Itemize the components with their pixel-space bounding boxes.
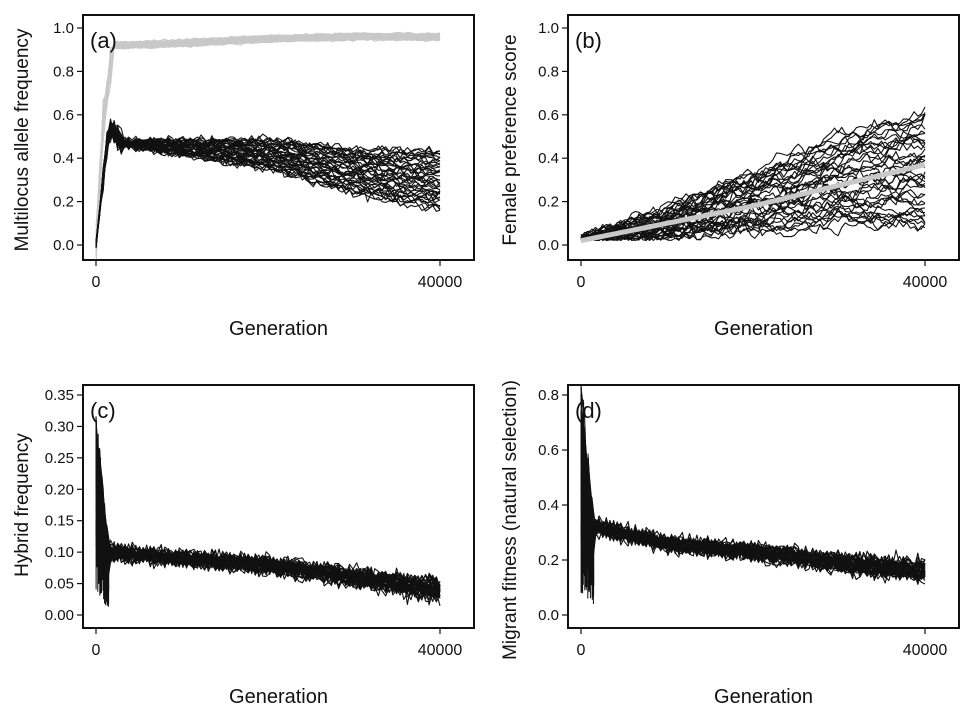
y-tick-label: 0.6 (538, 107, 559, 124)
series-line (95, 127, 441, 246)
y-tick-label: 0.4 (53, 150, 74, 167)
series-line (580, 500, 926, 570)
series-line (580, 385, 926, 570)
y-axis-label: Migrant fitness (natural selection) (500, 380, 521, 660)
series-line (95, 416, 441, 601)
plot-frame (82, 384, 475, 629)
series-line (95, 124, 441, 246)
y-tick-label: 0.8 (538, 387, 559, 404)
x-axis-label: Generation (229, 318, 328, 340)
plot-frame (82, 14, 475, 261)
series-line (95, 444, 441, 592)
y-tick-label: 0.15 (45, 513, 74, 530)
y-tick-label: 0.0 (538, 237, 559, 254)
panel-label: (d) (575, 398, 602, 423)
panel-label: (c) (90, 398, 116, 423)
y-tick-label: 0.2 (538, 194, 559, 211)
panel-label: (a) (90, 28, 117, 53)
series-line (95, 433, 441, 599)
x-tick-label: 40000 (418, 274, 463, 291)
series-line (580, 124, 926, 241)
series-line (95, 33, 441, 240)
y-tick-label: 0.0 (538, 607, 559, 624)
series-line (95, 37, 441, 237)
x-tick-label: 0 (92, 274, 101, 291)
y-tick-label: 0.25 (45, 450, 74, 467)
y-axis-label: Female preference score (500, 34, 521, 245)
y-tick-label: 0.30 (45, 418, 74, 435)
x-tick-label: 0 (577, 274, 586, 291)
series-line (580, 194, 926, 241)
y-tick-label: 0.35 (45, 387, 74, 404)
series-line (95, 37, 441, 236)
y-axis-label: Multilocus allele frequency (12, 28, 33, 251)
y-tick-label: 1.0 (53, 20, 74, 37)
x-tick-label: 0 (92, 642, 101, 659)
series-lines (580, 385, 926, 605)
y-tick-label: 0.8 (53, 63, 74, 80)
y-tick-label: 1.0 (538, 20, 559, 37)
series-line (95, 133, 441, 245)
y-tick-label: 0.4 (538, 497, 559, 514)
x-tick-label: 40000 (903, 642, 948, 659)
series-lines (580, 106, 926, 244)
series-line (580, 106, 926, 240)
x-axis-label: Generation (229, 686, 328, 705)
series-line (95, 445, 441, 597)
y-tick-label: 0.8 (538, 63, 559, 80)
series-line (95, 463, 441, 593)
series-line (580, 112, 926, 242)
y-tick-label: 0.00 (45, 607, 74, 624)
series-line (95, 32, 441, 238)
series-line (95, 37, 441, 237)
series-line (580, 211, 926, 242)
series-line (95, 32, 441, 254)
series-line (580, 162, 926, 244)
series-line (95, 32, 441, 238)
y-tick-label: 0.20 (45, 481, 74, 498)
panel-c: (c) 0.00 0.05 0.10 0.15 0.20 0.25 0.30 0.35 0 4000… (12, 384, 475, 705)
plot-frame (567, 14, 960, 261)
x-axis-label: Generation (714, 686, 813, 705)
panel-d: (d) 0.0 0.2 0.4 0.6 0.8 0 40000 Generation Migran… (500, 380, 960, 705)
y-tick-label: 0.05 (45, 576, 74, 593)
series-line (95, 124, 441, 246)
series-line (580, 409, 926, 571)
y-tick-label: 0.4 (538, 150, 559, 167)
x-tick-label: 0 (577, 642, 586, 659)
series-line (580, 142, 926, 240)
series-line (580, 463, 926, 569)
series-lines (95, 416, 441, 607)
x-axis-label: Generation (714, 318, 813, 340)
y-tick-label: 0.0 (53, 237, 74, 254)
series-lines (95, 31, 441, 260)
series-line (580, 393, 595, 605)
plot-frame (567, 384, 960, 629)
y-tick-label: 0.6 (538, 442, 559, 459)
series-line (95, 433, 110, 607)
series-line (95, 32, 441, 243)
y-tick-label: 0.10 (45, 544, 74, 561)
x-tick-label: 40000 (418, 642, 463, 659)
panel-b: (b) 0.0 0.2 0.4 0.6 0.8 1.0 0 40000 Generation Fem… (500, 14, 960, 340)
panel-label: (b) (575, 28, 602, 53)
y-tick-label: 0.2 (538, 552, 559, 569)
series-line (95, 491, 441, 591)
series-line (580, 135, 926, 240)
series-line (580, 154, 926, 242)
series-line (95, 119, 441, 245)
y-tick-label: 0.2 (53, 194, 74, 211)
y-tick-label: 0.6 (53, 107, 74, 124)
y-axis-label: Hybrid frequency (12, 433, 33, 577)
x-tick-label: 40000 (903, 274, 948, 291)
panel-a: (a) 0.0 0.2 0.4 0.6 0.8 1.0 0 40000 Generation Mul… (12, 14, 475, 340)
